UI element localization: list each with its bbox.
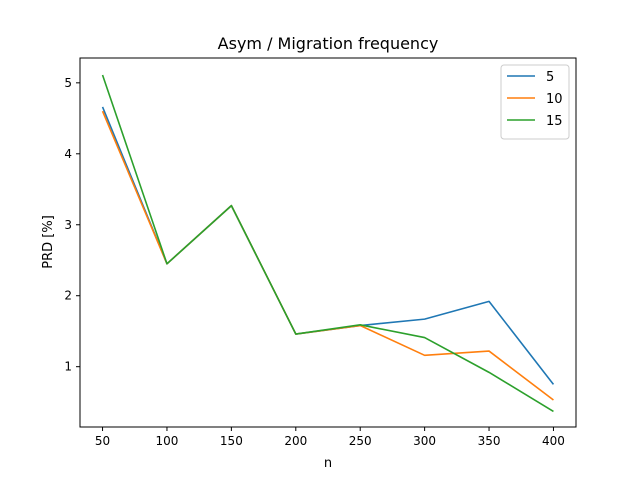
- x-tick-label: 400: [542, 434, 565, 448]
- legend-label-15: 15: [546, 114, 563, 129]
- x-tick-label: 100: [156, 434, 179, 448]
- x-axis-label: n: [324, 456, 332, 471]
- plot-area: [101, 74, 555, 413]
- legend: 5 10 15: [500, 64, 570, 140]
- axes-frame: [79, 57, 577, 428]
- x-tick-label: 250: [349, 434, 372, 448]
- y-tick-label: 5: [64, 76, 72, 90]
- y-tick-label: 2: [64, 289, 72, 303]
- x-tick-label: 50: [95, 434, 110, 448]
- series-line-15: [101, 74, 554, 413]
- y-tick-label: 1: [64, 360, 72, 374]
- y-tick-label: 3: [64, 218, 72, 232]
- legend-label-5: 5: [546, 70, 554, 85]
- x-tick-label: 150: [220, 434, 243, 448]
- legend-label-10: 10: [546, 92, 563, 107]
- y-axis-label: PRD [%]: [41, 215, 56, 269]
- x-tick-label: 300: [413, 434, 436, 448]
- x-tick-label: 350: [478, 434, 501, 448]
- y-tick-label: 4: [64, 147, 72, 161]
- y-axis: 1 2 3 4 5: [64, 76, 80, 374]
- x-axis: 50 100 150 200 250 300 350 400: [95, 427, 565, 448]
- chart-title: Asym / Migration frequency: [218, 34, 439, 53]
- x-tick-label: 200: [284, 434, 307, 448]
